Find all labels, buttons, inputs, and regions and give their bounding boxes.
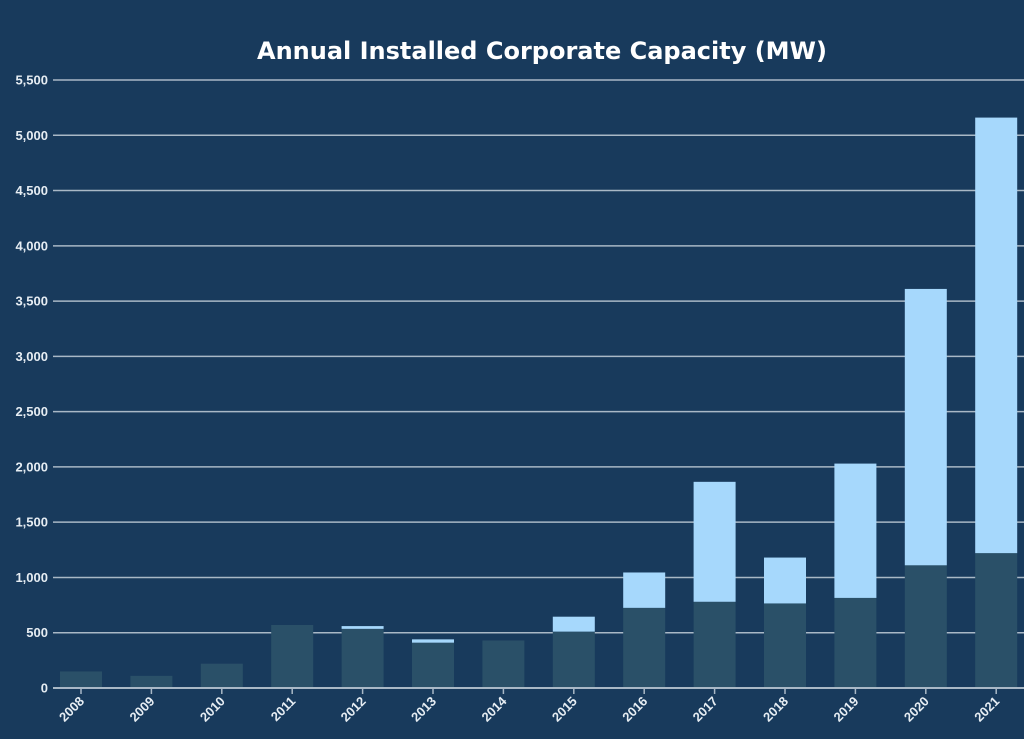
bar-2017-series-1: [693, 601, 736, 688]
bar-2019-series-1: [834, 597, 877, 688]
x-tick-label: 2014: [478, 693, 510, 725]
x-tick-label: 2009: [126, 694, 157, 725]
x-tick-label: 2017: [690, 694, 721, 725]
y-tick-label: 500: [26, 625, 48, 640]
bar-2020-series-2: [904, 288, 947, 566]
bar-2010-series-1: [200, 663, 243, 688]
x-tick-label: 2010: [197, 694, 228, 725]
bar-2016-series-1: [623, 607, 666, 688]
y-tick-label: 1,500: [15, 515, 48, 530]
bar-2012-series-1: [341, 628, 384, 688]
y-tick-label: 3,500: [15, 294, 48, 309]
x-tick-label: 2015: [549, 694, 580, 725]
y-tick-label: 4,000: [15, 238, 48, 253]
x-tick-label: 2008: [56, 694, 87, 725]
y-tick-label: 3,000: [15, 349, 48, 364]
bar-2012-series-2: [341, 626, 384, 629]
x-tick-label: 2019: [830, 694, 861, 725]
chart-title: Annual Installed Corporate Capacity (MW): [257, 37, 827, 65]
x-tick-label: 2011: [268, 694, 299, 725]
bar-2021-series-2: [975, 117, 1018, 554]
bar-2014-series-1: [482, 640, 525, 688]
bar-2018-series-1: [764, 603, 806, 688]
y-tick-label: 5,000: [15, 128, 48, 143]
bar-2015-series-1: [552, 631, 595, 688]
bar-2011-series-1: [271, 624, 314, 688]
bar-2009-series-1: [130, 675, 173, 688]
x-tick-label: 2013: [408, 694, 439, 725]
x-tick-label: 2016: [619, 694, 650, 725]
bar-2016-series-2: [623, 572, 666, 608]
y-tick-label: 0: [41, 681, 48, 696]
y-tick-label: 2,000: [15, 459, 48, 474]
x-tick-label: 2012: [338, 694, 369, 725]
x-tick-label: 2021: [971, 694, 1002, 725]
bar-2008-series-1: [60, 671, 102, 688]
x-tick-label: 2020: [901, 694, 932, 725]
bar-2015-series-2: [552, 616, 595, 632]
bar-2018-series-2: [764, 557, 806, 604]
y-tick-label: 5,500: [15, 73, 48, 88]
x-tick-label: 2018: [760, 694, 791, 725]
bar-2013-series-1: [412, 642, 454, 688]
x-axis: 2008 2009 2010 2011 2012 2013 2014 2015 2016 2017…: [53, 687, 1024, 725]
y-axis: 0 500 1,000 1,500 2,000 2,500 3,000 3,500 4,000 4…: [15, 73, 48, 696]
y-tick-label: 1,000: [15, 570, 48, 585]
bar-2019-series-2: [834, 463, 877, 598]
bar-2020-series-1: [904, 565, 947, 688]
gridlines: [53, 79, 1024, 689]
bar-2013-series-2: [412, 639, 454, 643]
bar-2017-series-2: [693, 481, 736, 602]
y-tick-label: 4,500: [15, 183, 48, 198]
bars: [60, 117, 1018, 688]
y-tick-label: 2,500: [15, 404, 48, 419]
bar-2021-series-1: [975, 553, 1018, 688]
